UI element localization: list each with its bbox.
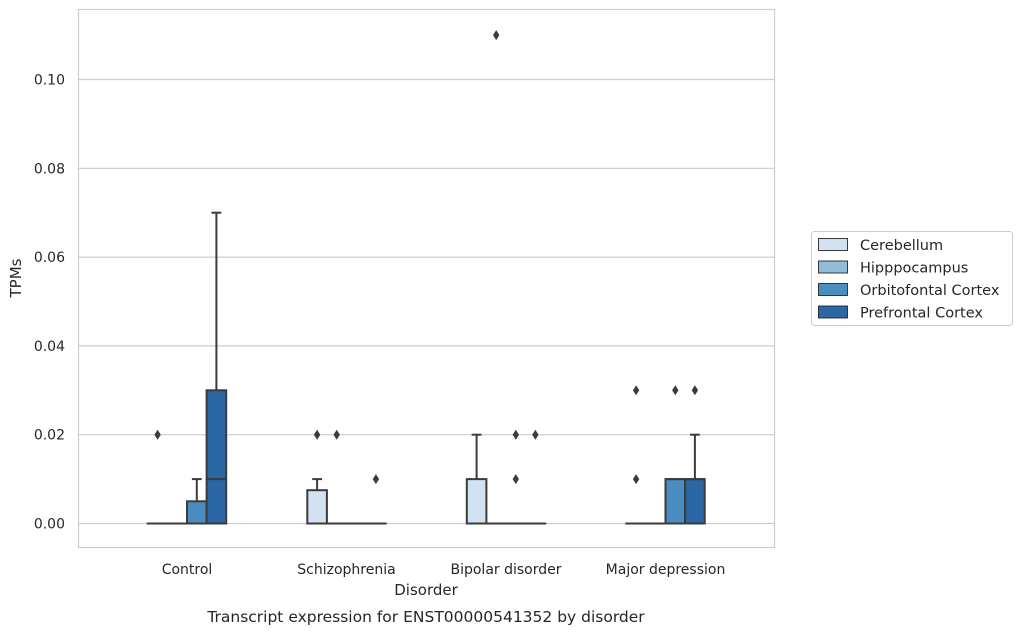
y-tick-label: 0.00 [34, 517, 65, 533]
boxes [146, 30, 706, 525]
x-axis-label: Disorder [394, 581, 458, 599]
outlier-point [691, 385, 699, 396]
box-cerebellum [306, 429, 328, 525]
x-tick-label: Control [162, 562, 213, 578]
outlier-point [632, 474, 640, 485]
outlier-point [493, 30, 500, 41]
box-prefrontal-cortex [524, 429, 547, 525]
outlier-point [512, 429, 519, 440]
box-hipppocampus [325, 429, 348, 525]
box-orbitofontal-cortex [664, 385, 687, 525]
outlier-point [154, 429, 161, 440]
outlier-point [333, 429, 340, 440]
y-tick-label: 0.02 [34, 428, 65, 444]
box-orbitofontal-cortex [186, 478, 208, 525]
gridlines [78, 78, 775, 525]
box-iqr [465, 478, 488, 525]
legend-label: Hipppocampus [860, 261, 968, 277]
x-tick-labels: Control Schizophrenia Bipolar disorder Majo… [162, 562, 726, 578]
box-cerebellum [146, 429, 169, 525]
legend-label: Orbitofontal Cortex [860, 283, 1000, 299]
legend-frame [811, 231, 1013, 326]
legend-swatch [818, 305, 848, 319]
outlier-point [313, 429, 321, 440]
x-tick-label: Major depression [606, 562, 726, 578]
y-tick-label: 0.08 [34, 161, 65, 177]
y-tick-label: 0.10 [34, 73, 65, 89]
box-cerebellum [465, 433, 488, 525]
box-prefrontal-cortex [365, 474, 387, 525]
box-hipppocampus [485, 30, 507, 525]
box-iqr [684, 478, 706, 525]
outlier-point [632, 385, 640, 396]
outlier-point [672, 385, 679, 396]
box-iqr [664, 478, 687, 525]
legend-swatch [818, 283, 848, 296]
chart-caption: Transcript expression for ENST0000054135… [206, 608, 645, 626]
legend-swatch [818, 260, 848, 274]
outlier-point [372, 474, 380, 485]
box-prefrontal-cortex [205, 211, 228, 525]
plot-frame [77, 8, 776, 549]
box-iqr [186, 500, 208, 525]
box-prefrontal-cortex [684, 385, 706, 525]
box-iqr [306, 489, 328, 525]
box-orbitofontal-cortex [505, 429, 527, 525]
y-tick-label: 0.04 [34, 339, 65, 355]
box-iqr [205, 389, 228, 525]
legend-label: Cerebellum [860, 238, 943, 254]
y-axis-label: TPMs [7, 258, 25, 298]
outlier-point [512, 474, 519, 485]
y-tick-label: 0.06 [34, 250, 65, 266]
y-tick-labels: 0.00 0.02 0.04 0.06 0.08 0.10 [34, 73, 65, 533]
outlier-point [532, 429, 539, 440]
x-tick-label: Schizophrenia [297, 562, 395, 578]
legend: Cerebellum Hipppocampus Orbitofontal Corte… [811, 231, 1013, 326]
x-tick-label: Bipolar disorder [450, 562, 561, 578]
box-cerebellum [625, 385, 647, 525]
legend-swatch [818, 238, 848, 251]
legend-label: Prefrontal Cortex [860, 306, 983, 322]
